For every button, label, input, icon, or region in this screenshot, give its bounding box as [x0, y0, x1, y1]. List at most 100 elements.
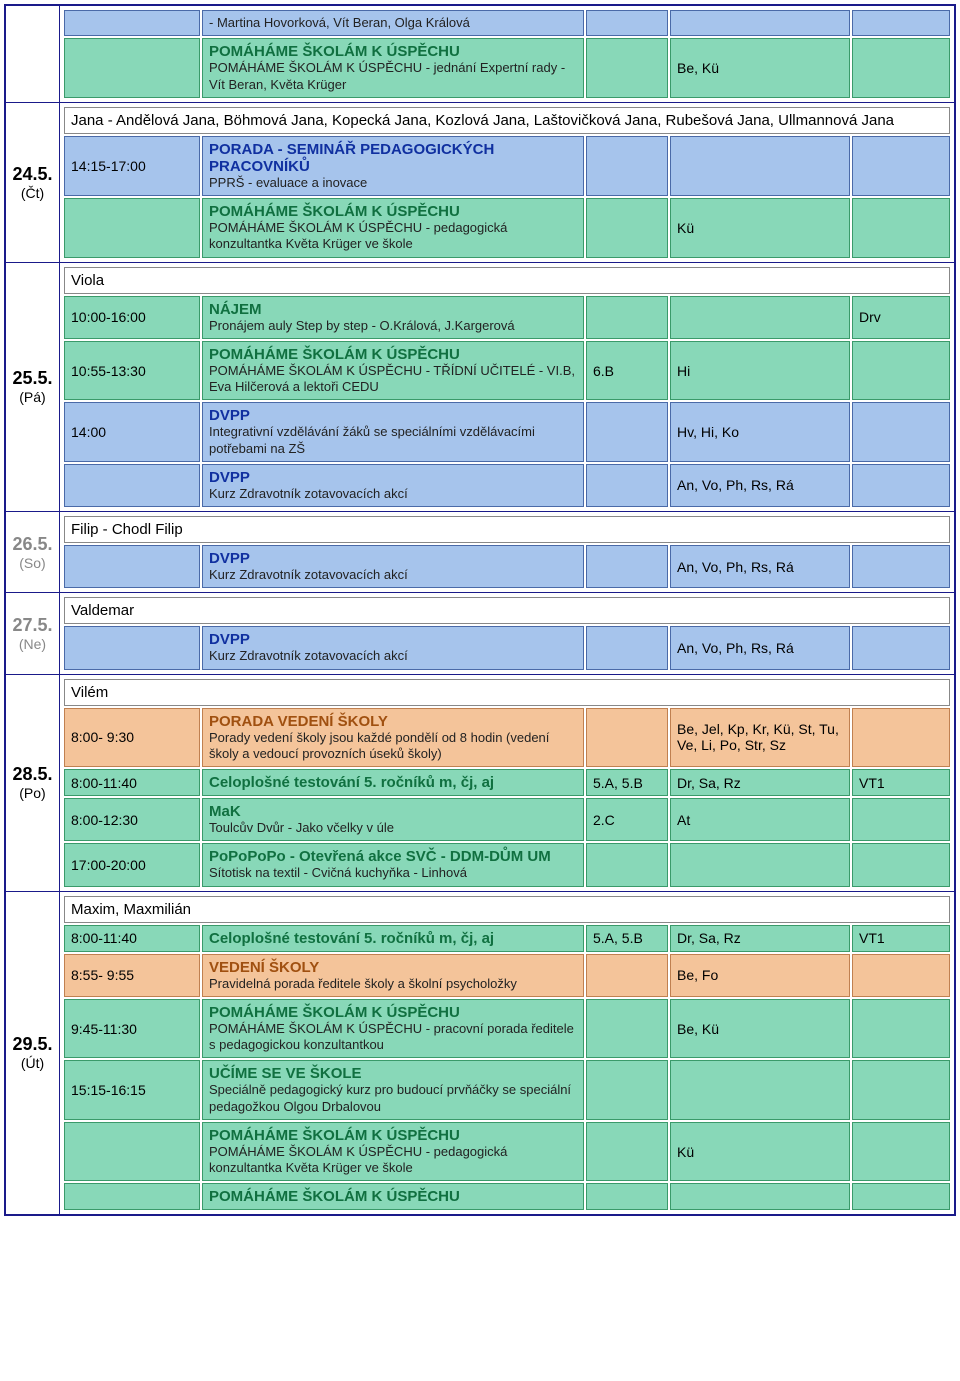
- event-title: DVPP: [209, 550, 577, 567]
- event-time: 8:00-12:30: [64, 798, 200, 841]
- event-room: [852, 38, 950, 98]
- event-class: [586, 954, 668, 997]
- name-row: Viola: [64, 267, 950, 294]
- event-time: [64, 1122, 200, 1182]
- event-description: DVPPKurz Zdravotník zotavovacích akcí: [202, 464, 584, 507]
- event-description: - Martina Hovorková, Vít Beran, Olga Krá…: [202, 10, 584, 36]
- event-time: 8:00-11:40: [64, 769, 200, 796]
- event-who: Be, Kü: [670, 999, 850, 1059]
- day-block: 26.5.(So)Filip - Chodl FilipDVPPKurz Zdr…: [6, 511, 954, 592]
- event-row: 8:00- 9:30PORADA VEDENÍ ŠKOLYPorady vede…: [64, 708, 950, 768]
- event-row: 17:00-20:00PoPoPoPo - Otevřená akce SVČ …: [64, 843, 950, 886]
- event-row: POMÁHÁME ŠKOLÁM K ÚSPĚCHUPOMÁHÁME ŠKOLÁM…: [64, 1122, 950, 1182]
- event-row: 8:00-12:30 MaKToulcův Dvůr - Jako včelky …: [64, 798, 950, 841]
- event-title: POMÁHÁME ŠKOLÁM K ÚSPĚCHU: [209, 1004, 577, 1021]
- event-subtext: Sítotisk na textil - Cvičná kuchyňka - L…: [209, 865, 577, 881]
- name-row: Maxim, Maxmilián: [64, 896, 950, 923]
- event-room: [852, 464, 950, 507]
- event-who: Dr, Sa, Rz: [670, 769, 850, 796]
- event-description: VEDENÍ ŠKOLYPravidelná porada ředitele š…: [202, 954, 584, 997]
- event-description: UČÍME SE VE ŠKOLESpeciálně pedagogický k…: [202, 1060, 584, 1120]
- date-dow: (Po): [19, 785, 45, 801]
- event-time: [64, 1183, 200, 1210]
- event-row: 14:00DVPPIntegrativní vzdělávání žáků se…: [64, 402, 950, 462]
- event-room: [852, 341, 950, 401]
- event-description: Celoplošné testování 5. ročníků m, čj, a…: [202, 925, 584, 952]
- event-subtext: POMÁHÁME ŠKOLÁM K ÚSPĚCHU - TŘÍDNÍ UČITE…: [209, 363, 577, 396]
- event-subtext: Porady vedení školy jsou každé pondělí o…: [209, 730, 577, 763]
- event-title: DVPP: [209, 631, 577, 648]
- date-cell: 27.5.(Ne): [6, 593, 60, 673]
- day-content: Filip - Chodl FilipDVPPKurz Zdravotník z…: [60, 512, 954, 592]
- date-dow: (Ne): [19, 636, 46, 652]
- event-time: 10:00-16:00: [64, 296, 200, 339]
- event-time: 14:00: [64, 402, 200, 462]
- event-subtext: Pronájem auly Step by step - O.Králová, …: [209, 318, 577, 334]
- event-description: POMÁHÁME ŠKOLÁM K ÚSPĚCHUPOMÁHÁME ŠKOLÁM…: [202, 341, 584, 401]
- day-content: Valdemar DVPPKurz Zdravotník zotavovacích…: [60, 593, 954, 673]
- event-subtext: POMÁHÁME ŠKOLÁM K ÚSPĚCHU - jednání Expe…: [209, 60, 577, 93]
- date-cell: 25.5.(Pá): [6, 263, 60, 512]
- event-room: [852, 198, 950, 258]
- event-subtext: Toulcův Dvůr - Jako včelky v úle: [209, 820, 577, 836]
- event-class: [586, 402, 668, 462]
- day-block: 27.5.(Ne)ValdemarDVPPKurz Zdravotník zot…: [6, 592, 954, 673]
- event-time: [64, 38, 200, 98]
- event-time: 10:55-13:30: [64, 341, 200, 401]
- event-class: [586, 10, 668, 36]
- day-block: 25.5.(Pá)Viola10:00-16:00NÁJEMPronájem a…: [6, 262, 954, 512]
- name-row: Filip - Chodl Filip: [64, 516, 950, 543]
- date-number: 29.5.: [12, 1034, 52, 1055]
- date-cell: 26.5.(So): [6, 512, 60, 592]
- event-title: POMÁHÁME ŠKOLÁM K ÚSPĚCHU: [209, 203, 577, 220]
- event-description: NÁJEMPronájem auly Step by step - O.Král…: [202, 296, 584, 339]
- event-description: PORADA - SEMINÁŘ PEDAGOGICKÝCH PRACOVNÍK…: [202, 136, 584, 196]
- date-number: 27.5.: [12, 615, 52, 636]
- event-room: [852, 402, 950, 462]
- event-class: [586, 1060, 668, 1120]
- event-time: [64, 626, 200, 669]
- date-cell: 28.5.(Po): [6, 675, 60, 891]
- event-room: [852, 708, 950, 768]
- event-room: [852, 1183, 950, 1210]
- event-who: [670, 1060, 850, 1120]
- day-block: 29.5.(Út)Maxim, Maxmilián8:00-11:40Celop…: [6, 891, 954, 1215]
- event-class: [586, 198, 668, 258]
- event-class: 5.A, 5.B: [586, 769, 668, 796]
- event-title: POMÁHÁME ŠKOLÁM K ÚSPĚCHU: [209, 346, 577, 363]
- event-subtext: POMÁHÁME ŠKOLÁM K ÚSPĚCHU - pracovní por…: [209, 1021, 577, 1054]
- event-room: VT1: [852, 769, 950, 796]
- event-row: DVPPKurz Zdravotník zotavovacích akcíAn,…: [64, 464, 950, 507]
- name-row: Jana - Andělová Jana, Böhmová Jana, Kope…: [64, 107, 950, 134]
- event-class: [586, 1183, 668, 1210]
- event-description: Celoplošné testování 5. ročníků m, čj, a…: [202, 769, 584, 796]
- event-title: MaK: [209, 803, 577, 820]
- event-title: Celoplošné testování 5. ročníků m, čj, a…: [209, 930, 577, 947]
- event-subtext: Kurz Zdravotník zotavovacích akcí: [209, 648, 577, 664]
- date-number: 24.5.: [12, 164, 52, 185]
- event-title: DVPP: [209, 469, 577, 486]
- event-who: Dr, Sa, Rz: [670, 925, 850, 952]
- schedule-container: - Martina Hovorková, Vít Beran, Olga Krá…: [4, 4, 956, 1216]
- event-description: POMÁHÁME ŠKOLÁM K ÚSPĚCHUPOMÁHÁME ŠKOLÁM…: [202, 38, 584, 98]
- event-title: POMÁHÁME ŠKOLÁM K ÚSPĚCHU: [209, 43, 577, 60]
- event-subtext: Pravidelná porada ředitele školy a školn…: [209, 976, 577, 992]
- event-title: NÁJEM: [209, 301, 577, 318]
- event-title: PORADA - SEMINÁŘ PEDAGOGICKÝCH PRACOVNÍK…: [209, 141, 577, 175]
- event-description: POMÁHÁME ŠKOLÁM K ÚSPĚCHUPOMÁHÁME ŠKOLÁM…: [202, 1122, 584, 1182]
- event-who: [670, 10, 850, 36]
- name-row: Valdemar: [64, 597, 950, 624]
- event-who: [670, 136, 850, 196]
- event-room: [852, 1060, 950, 1120]
- event-description: DVPPIntegrativní vzdělávání žáků se spec…: [202, 402, 584, 462]
- event-description: PORADA VEDENÍ ŠKOLYPorady vedení školy j…: [202, 708, 584, 768]
- event-title: Celoplošné testování 5. ročníků m, čj, a…: [209, 774, 577, 791]
- event-time: [64, 545, 200, 588]
- event-time: [64, 10, 200, 36]
- day-content: - Martina Hovorková, Vít Beran, Olga Krá…: [60, 6, 954, 102]
- event-room: [852, 10, 950, 36]
- event-row: POMÁHÁME ŠKOLÁM K ÚSPĚCHUPOMÁHÁME ŠKOLÁM…: [64, 198, 950, 258]
- date-dow: (So): [19, 555, 45, 571]
- event-class: [586, 464, 668, 507]
- event-row: 8:00-11:40Celoplošné testování 5. ročník…: [64, 925, 950, 952]
